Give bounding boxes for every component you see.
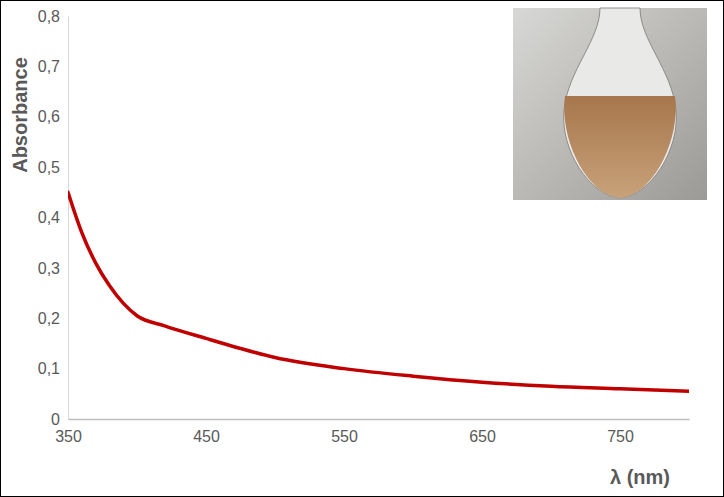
y-tick-label: 0,5 bbox=[38, 159, 60, 176]
plot-area bbox=[68, 192, 689, 391]
x-tick-label: 550 bbox=[331, 428, 358, 445]
y-tick: 0,4 bbox=[38, 209, 68, 226]
frame bbox=[1, 1, 724, 497]
spectrum-line bbox=[68, 192, 689, 391]
x-tick: 550 bbox=[331, 419, 358, 445]
y-axis: 0 0,1 0,2 0,3 0,4 0,5 0,6 0,7 0,8 bbox=[38, 8, 69, 428]
y-tick: 0,5 bbox=[38, 159, 68, 176]
y-tick: 0,6 bbox=[38, 108, 68, 125]
x-tick: 450 bbox=[193, 419, 220, 445]
y-tick: 0,8 bbox=[38, 8, 68, 25]
x-tick: 650 bbox=[469, 419, 496, 445]
y-tick-label: 0,4 bbox=[38, 209, 60, 226]
y-tick: 0,7 bbox=[38, 58, 68, 75]
x-tick-label: 650 bbox=[469, 428, 496, 445]
y-tick: 0 bbox=[51, 411, 68, 428]
y-tick: 0,3 bbox=[38, 259, 68, 276]
x-tick-label: 350 bbox=[55, 428, 82, 445]
chart: 350 450 550 650 750 0 0,1 0,2 0,3 0,4 0,5 0,6 0,7 0,8… bbox=[0, 0, 724, 497]
y-axis-line bbox=[68, 17, 69, 420]
y-tick-label: 0 bbox=[51, 411, 60, 428]
x-axis-line bbox=[69, 419, 690, 421]
x-tick-label: 450 bbox=[193, 428, 220, 445]
x-axis-title: λ (nm) bbox=[610, 466, 670, 488]
flask-liquid bbox=[564, 96, 676, 198]
y-tick-label: 0,3 bbox=[38, 259, 60, 276]
y-tick: 0,1 bbox=[38, 360, 68, 377]
flask-glass bbox=[564, 8, 677, 198]
y-tick-label: 0,2 bbox=[38, 310, 60, 327]
y-axis-title: Absorbance bbox=[9, 57, 31, 173]
y-tick-label: 0,8 bbox=[38, 8, 60, 25]
y-tick: 0,2 bbox=[38, 310, 68, 327]
y-tick-label: 0,7 bbox=[38, 58, 60, 75]
photo-background bbox=[513, 8, 707, 200]
inset-photo bbox=[513, 8, 707, 200]
x-axis: 350 450 550 650 750 bbox=[55, 419, 689, 445]
y-tick-label: 0,6 bbox=[38, 108, 60, 125]
x-tick-label: 750 bbox=[607, 428, 634, 445]
x-tick: 750 bbox=[607, 419, 634, 445]
y-tick-label: 0,1 bbox=[38, 360, 60, 377]
